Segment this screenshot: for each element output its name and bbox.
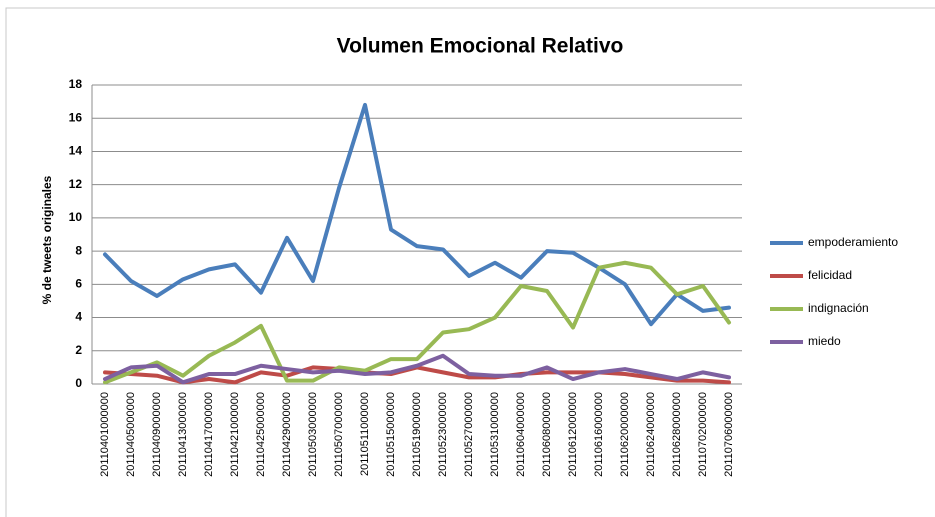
x-tick-label: 20110519000000 — [411, 392, 423, 477]
y-tick-label: 14 — [69, 144, 83, 158]
x-tick-label: 20110401000000 — [99, 392, 111, 477]
chart-title: Volumen Emocional Relativo — [337, 35, 624, 58]
series-line — [103, 102, 731, 327]
x-tick-label: 20110620000000 — [619, 392, 631, 477]
x-tick-label: 20110425000000 — [255, 392, 267, 477]
y-tick-label: 10 — [69, 210, 83, 224]
x-tick-label: 20110531000000 — [489, 392, 501, 477]
series-line — [103, 260, 731, 385]
x-tick-label: 20110523000000 — [437, 392, 449, 477]
y-axis-label: % de tweets originales — [40, 175, 54, 304]
x-tick-label: 20110706000000 — [723, 392, 735, 477]
x-tick-label: 20110612000000 — [567, 392, 579, 477]
x-tick-label: 20110608000000 — [541, 392, 553, 477]
legend-label: empoderamiento — [808, 235, 898, 249]
x-tick-label: 20110503000000 — [307, 392, 319, 477]
x-tick-label: 20110624000000 — [645, 392, 657, 477]
chart-frame — [5, 7, 935, 517]
y-tick-label: 12 — [69, 177, 83, 191]
series-line — [103, 353, 731, 385]
y-tick-label: 18 — [69, 77, 83, 91]
y-tick-label: 0 — [75, 376, 82, 390]
x-tick-label: 20110405000000 — [125, 392, 137, 477]
x-tick-label: 20110616000000 — [593, 392, 605, 477]
x-tick-label: 20110421000000 — [229, 392, 241, 477]
y-tick-label: 16 — [69, 110, 83, 124]
y-tick-label: 4 — [75, 310, 82, 324]
legend-label: miedo — [808, 334, 841, 348]
y-tick-label: 8 — [75, 243, 82, 257]
x-tick-label: 20110511000000 — [359, 392, 371, 476]
x-tick-label: 20110515000000 — [385, 392, 397, 477]
x-tick-label: 20110527000000 — [463, 392, 475, 477]
y-tick-label: 6 — [75, 277, 82, 291]
x-tick-label: 20110409000000 — [151, 392, 163, 477]
x-tick-label: 20110417000000 — [203, 392, 215, 477]
x-tick-label: 20110413000000 — [177, 392, 189, 477]
y-tick-label: 2 — [75, 343, 82, 357]
legend-label: indignación — [808, 301, 869, 315]
x-tick-label: 20110507000000 — [333, 392, 345, 477]
x-tick-label: 20110702000000 — [697, 392, 709, 477]
x-tick-label: 20110604000000 — [515, 392, 527, 477]
x-tick-label: 20110429000000 — [281, 392, 293, 477]
x-tick-label: 20110628000000 — [671, 392, 683, 477]
legend-label: felicidad — [808, 268, 852, 282]
